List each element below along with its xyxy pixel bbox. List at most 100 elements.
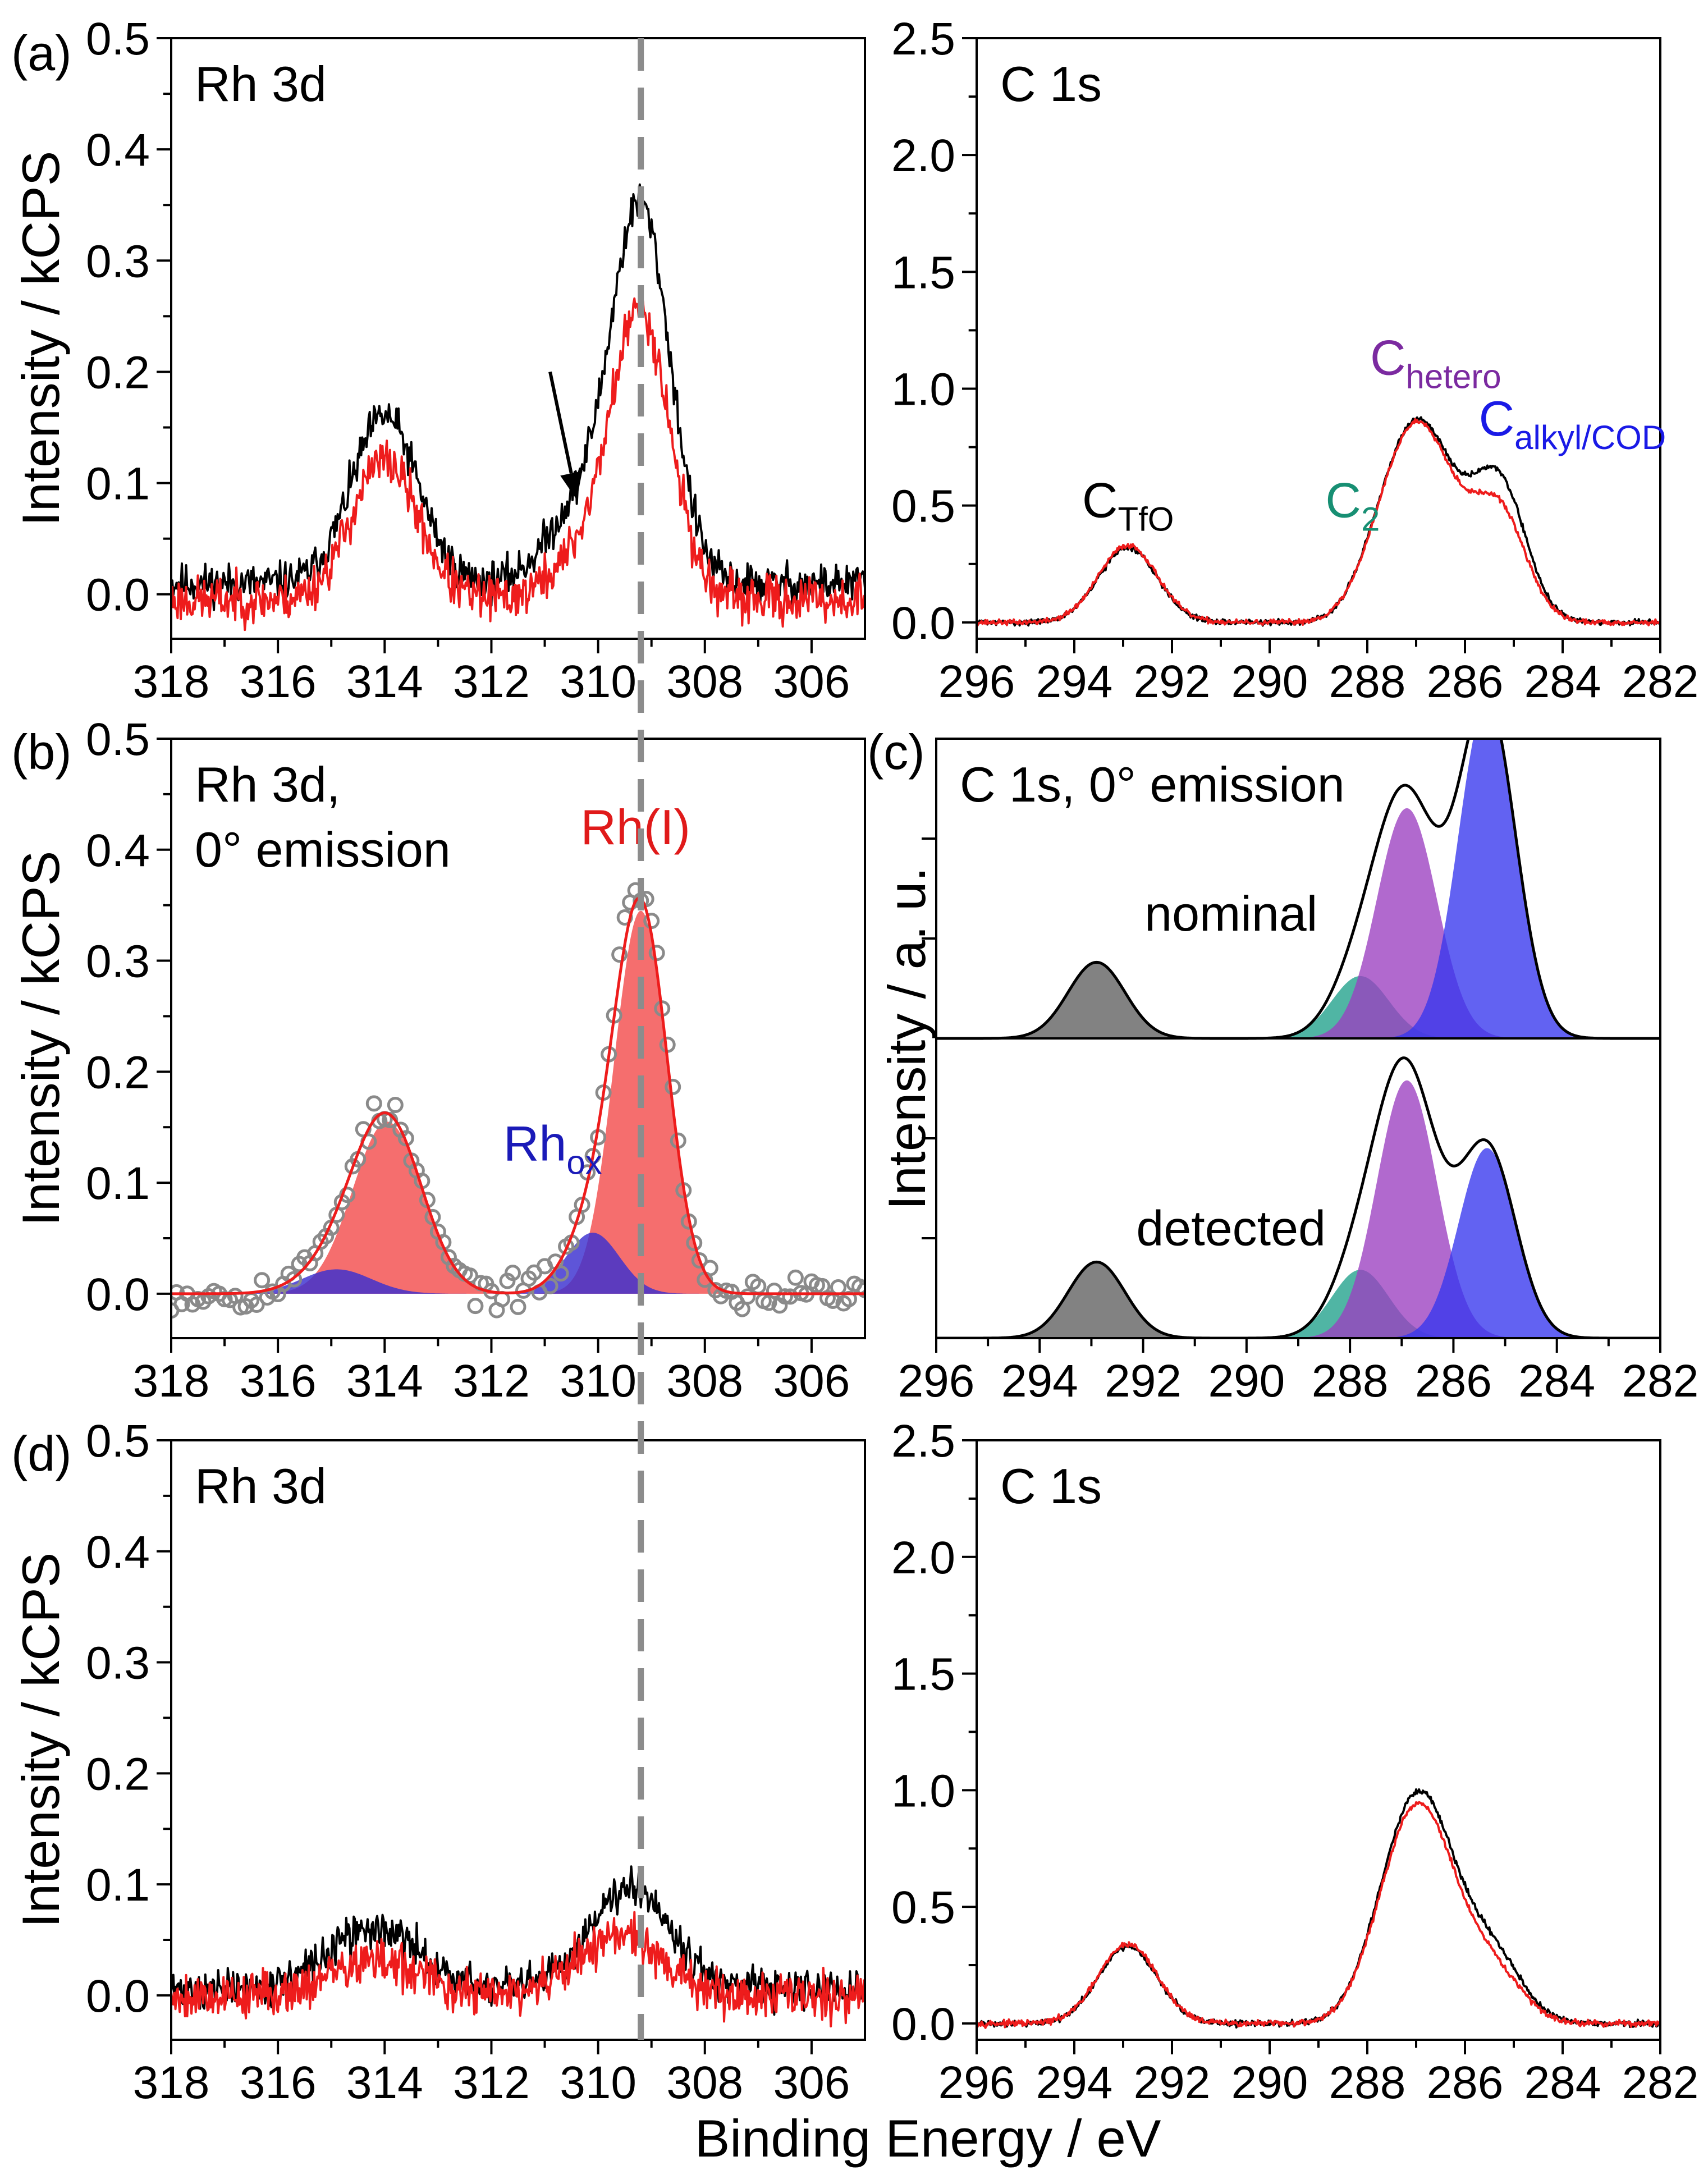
peak-annotation-1: Rh(I) xyxy=(580,799,690,855)
y-tick-label: 1.0 xyxy=(891,364,955,415)
x-tick-label: 286 xyxy=(1427,2057,1504,2108)
data-marker xyxy=(648,945,665,962)
x-tick-label: 306 xyxy=(773,656,850,707)
fit-component-3 xyxy=(171,1269,865,1294)
x-tick-label: 310 xyxy=(560,2057,637,2108)
data-marker xyxy=(739,1288,756,1305)
y-tick-label: 0.5 xyxy=(891,1882,955,1933)
x-tick-label: 316 xyxy=(240,656,317,707)
data-marker xyxy=(776,1288,793,1305)
component-C_alkyl/COD xyxy=(936,1148,1660,1338)
x-tick-label: 312 xyxy=(453,656,530,707)
x-tick-label: 284 xyxy=(1518,1356,1595,1407)
panel-title-line2: 0° emission xyxy=(195,822,451,877)
data-marker xyxy=(510,1298,526,1315)
y-tick-label: 0.4 xyxy=(86,125,150,176)
plot-area: nominal detected xyxy=(936,739,1660,1338)
stack-detected: detected xyxy=(936,1056,1660,1338)
x-tick-label: 310 xyxy=(560,1356,637,1407)
plot-area xyxy=(977,1788,1660,2029)
x-tick-label: 292 xyxy=(1105,1356,1182,1407)
data-marker xyxy=(467,1298,484,1315)
peak-annotation-0: Rhox xyxy=(503,1116,602,1182)
x-tick-label: 296 xyxy=(938,2057,1015,2108)
x-tick-label: 288 xyxy=(1312,1356,1389,1407)
stack-envelope xyxy=(936,1056,1660,1338)
x-tick-label: 312 xyxy=(453,2057,530,2108)
data-marker xyxy=(254,1272,271,1289)
plot-area xyxy=(977,416,1660,627)
plot-area xyxy=(171,183,865,631)
panel-title: C 1s xyxy=(1000,56,1102,112)
y-tick-label: 2.0 xyxy=(891,1532,955,1583)
y-tick-label: 0.5 xyxy=(86,1416,150,1467)
x-tick-label: 296 xyxy=(938,656,1015,707)
y-tick-label: 0.0 xyxy=(86,1269,150,1320)
x-tick-label: 290 xyxy=(1208,1356,1285,1407)
x-tick-label: 290 xyxy=(1231,656,1308,707)
y-tick-label: 0.3 xyxy=(86,236,150,287)
peak-annotation-2-subscript: hetero xyxy=(1406,358,1501,396)
data-marker xyxy=(339,1187,356,1203)
y-tick-label: 0.0 xyxy=(891,1999,955,2050)
x-tick-label: 290 xyxy=(1231,2057,1308,2108)
peak-annotation-2: Chetero xyxy=(1370,330,1501,396)
component-C_alkyl/COD xyxy=(936,739,1660,1038)
x-tick-label: 318 xyxy=(133,656,210,707)
x-tick-label: 316 xyxy=(240,2057,317,2108)
data-marker xyxy=(782,1288,799,1305)
data-marker xyxy=(542,1278,558,1294)
x-tick-label: 282 xyxy=(1622,1356,1699,1407)
peak-annotation-3-main: C xyxy=(1479,391,1515,446)
y-tick-label: 0.5 xyxy=(86,13,150,65)
spectrum-red xyxy=(977,1801,1660,2029)
y-tick-label: 0.2 xyxy=(86,347,150,398)
panel-label: (c) xyxy=(867,724,925,780)
x-tick-label: 294 xyxy=(1036,2057,1113,2108)
data-marker xyxy=(387,1096,404,1113)
peak-annotation-3-subscript: alkyl/COD xyxy=(1514,419,1666,456)
stack-label: detected xyxy=(1136,1200,1326,1256)
peak-annotation-1-main: C xyxy=(1325,473,1361,528)
y-tick-label: 0.0 xyxy=(86,1971,150,2022)
peak-annotation-0-subscript: TfO xyxy=(1118,501,1174,538)
y-tick-label: 0.0 xyxy=(86,570,150,621)
x-tick-label: 316 xyxy=(240,1356,317,1407)
data-marker xyxy=(840,1290,857,1307)
data-marker xyxy=(857,1281,865,1298)
y-tick-label: 0.1 xyxy=(86,1158,150,1209)
x-tick-label: 308 xyxy=(666,2057,743,2108)
panel-label: (b) xyxy=(11,724,72,780)
panel-b-rh3d-fit: 318 316 314 312 310 308 306 0.0 0.1 0.2 0.3 0.4 0.5 I… xyxy=(11,714,866,1407)
y-tick-label: 0.1 xyxy=(86,1860,150,1911)
spectrum-red xyxy=(977,418,1660,627)
peak-annotation-0-main: Rh xyxy=(503,1116,567,1171)
data-marker xyxy=(691,1252,708,1269)
peak-annotation-1-subscript: 2 xyxy=(1361,501,1380,538)
x-tick-label: 312 xyxy=(453,1356,530,1407)
x-tick-label: 288 xyxy=(1329,2057,1406,2108)
panel-d-c1s: 296 294 292 290 288 286 284 282 0.0 0.5 1.0 1.5 2.0 2… xyxy=(891,1416,1698,2108)
y-tick-label: 2.5 xyxy=(891,13,955,65)
x-tick-label: 314 xyxy=(346,1356,423,1407)
x-tick-label: 286 xyxy=(1415,1356,1492,1407)
x-tick-label: 284 xyxy=(1524,656,1601,707)
y-axis-label: Intensity / kCPS xyxy=(11,151,70,527)
data-marker xyxy=(365,1095,382,1112)
data-marker xyxy=(552,1265,569,1282)
panel-title: Rh 3d xyxy=(195,1458,327,1514)
data-marker xyxy=(286,1271,303,1288)
x-tick-label: 282 xyxy=(1622,656,1699,707)
plot-frame xyxy=(170,1439,866,2041)
arrow-shaft xyxy=(548,371,573,474)
panel-label: (a) xyxy=(11,25,72,81)
spectrum-red xyxy=(171,297,865,631)
y-tick-label: 0.1 xyxy=(86,459,150,510)
y-tick-label: 1.5 xyxy=(891,1649,955,1700)
x-tick-label: 294 xyxy=(1001,1356,1078,1407)
panel-c-c1s-model: nominal detected 296 294 292 290 288 286 284 282 I… xyxy=(867,724,1699,1407)
y-tick-label: 0.4 xyxy=(86,825,150,876)
y-axis-label: Intensity / kCPS xyxy=(11,1553,70,1928)
peak-annotation-0-subscript: ox xyxy=(566,1144,602,1182)
